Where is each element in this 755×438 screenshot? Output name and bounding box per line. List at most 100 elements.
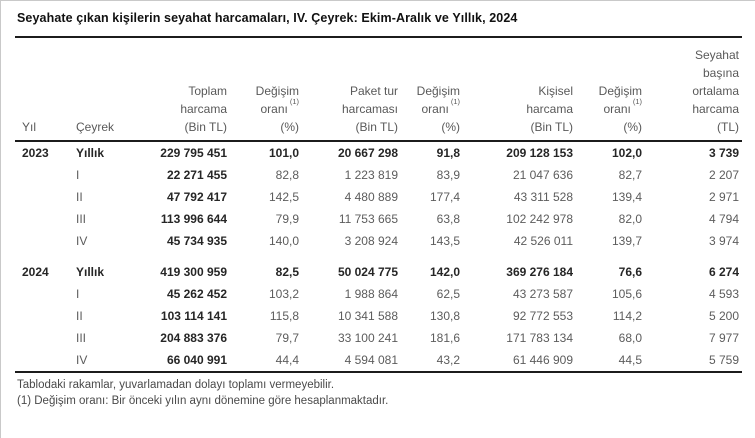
change-rate-cell: 103,2	[268, 287, 299, 301]
total-expenditure-cell: 47 792 417	[166, 190, 227, 204]
change-rate-cell: 181,6	[429, 331, 460, 345]
change-rate-cell: 130,8	[429, 309, 460, 323]
change-rate-cell: 82,0	[618, 212, 642, 226]
table-row: III 113 996 644 79,9 11 753 665 63,8 102…	[15, 208, 742, 230]
quarter-cell: I	[76, 168, 80, 182]
year-cell	[15, 186, 71, 208]
quarter-cell: I	[76, 287, 80, 301]
col-header-change-rate-2: Değişim oranı(1) (%)	[401, 37, 463, 142]
table-header: Yıl Çeyrek Toplam harcama (Bin TL) Değişim…	[15, 37, 742, 142]
quarter-cell: Yıllık	[76, 146, 105, 160]
total-expenditure-cell: 113 996 644	[160, 212, 227, 226]
total-expenditure-cell: 45 262 452	[166, 287, 227, 301]
year-cell	[15, 164, 71, 186]
change-rate-cell: 43,2	[401, 349, 463, 373]
avg-per-trip-cell: 6 274	[708, 265, 739, 279]
package-tour-cell: 1 223 819	[344, 168, 398, 182]
change-rate-cell: 115,8	[269, 309, 299, 323]
table-row: IV 66 040 991 44,4 4 594 081 43,2 61 446…	[15, 349, 742, 373]
quarter-cell: IV	[76, 234, 88, 248]
total-expenditure-cell: 22 271 455	[166, 168, 227, 182]
year-cell	[15, 208, 71, 230]
year-cell: 2024	[22, 265, 49, 279]
personal-expenditure-cell: 171 783 134	[506, 331, 573, 345]
travel-expenditure-table: Yıl Çeyrek Toplam harcama (Bin TL) Değişim…	[15, 36, 742, 373]
year-cell	[15, 327, 71, 349]
year-cell	[15, 349, 71, 373]
change-rate-cell: 142,5	[268, 190, 299, 204]
year-cell	[15, 230, 71, 252]
package-tour-cell: 1 988 864	[344, 287, 398, 301]
total-expenditure-cell: 66 040 991	[133, 349, 230, 373]
personal-expenditure-cell: 43 273 587	[512, 287, 573, 301]
package-tour-cell: 3 208 924	[344, 234, 398, 248]
personal-expenditure-cell: 61 446 909	[463, 349, 576, 373]
package-tour-cell: 20 667 298	[337, 146, 398, 160]
personal-expenditure-cell: 43 311 528	[513, 190, 573, 204]
quarter-cell: II	[76, 190, 83, 204]
avg-per-trip-cell: 2 207	[708, 168, 739, 182]
table-row: III 204 883 376 79,7 33 100 241 181,6 17…	[15, 327, 742, 349]
footnotes: Tablodaki rakamlar, yuvarlamadan dolayı …	[17, 378, 740, 409]
page-title: Seyahate çıkan kişilerin seyahat harcama…	[17, 11, 518, 25]
quarter-cell: Yıllık	[76, 265, 105, 279]
year-cell: 2023	[22, 146, 49, 160]
table-row: II 103 114 141 115,8 10 341 588 130,8 92…	[15, 305, 742, 327]
total-expenditure-cell: 45 734 935	[166, 234, 227, 248]
change-rate-cell: 139,4	[611, 190, 642, 204]
total-expenditure-cell: 204 883 376	[160, 331, 227, 345]
quarter-cell: II	[76, 309, 83, 323]
page: Seyahate çıkan kişilerin seyahat harcama…	[1, 11, 755, 409]
change-rate-cell: 142,0	[429, 265, 460, 279]
change-rate-cell: 91,8	[436, 146, 460, 160]
change-rate-cell: 83,9	[436, 168, 460, 182]
avg-per-trip-cell: 5 200	[708, 309, 739, 323]
col-header-change-rate-1: Değişim oranı(1) (%)	[230, 37, 302, 142]
change-rate-cell: 62,5	[436, 287, 460, 301]
total-expenditure-cell: 229 795 451	[160, 146, 227, 160]
change-rate-cell: 82,8	[275, 168, 299, 182]
col-header-year: Yıl	[15, 37, 71, 142]
change-rate-cell: 105,6	[611, 287, 642, 301]
total-expenditure-cell: 419 300 959	[160, 265, 227, 279]
package-tour-cell: 50 024 775	[337, 265, 398, 279]
avg-per-trip-cell: 2 971	[708, 190, 739, 204]
personal-expenditure-cell: 21 047 636	[512, 168, 573, 182]
col-header-change-rate-3: Değişim oranı(1) (%)	[576, 37, 645, 142]
table-row: IV 45 734 935 140,0 3 208 924 143,5 42 5…	[15, 230, 742, 252]
package-tour-cell: 10 341 588	[337, 309, 398, 323]
col-header-avg-per-trip: Seyahat başına ortalama harcama (TL)	[645, 37, 742, 142]
change-rate-cell: 102,0	[611, 146, 642, 160]
change-rate-cell: 63,8	[436, 212, 460, 226]
package-tour-cell: 4 594 081	[302, 349, 401, 373]
change-rate-cell: 44,5	[576, 349, 645, 373]
table-row: 2024 Yıllık 419 300 959 82,5 50 024 775 …	[15, 261, 742, 283]
table-body: 2023 Yıllık 229 795 451 101,0 20 667 298…	[15, 141, 742, 373]
total-expenditure-cell: 103 114 141	[160, 309, 227, 323]
avg-per-trip-cell: 4 794	[708, 212, 739, 226]
header-row: Yıl Çeyrek Toplam harcama (Bin TL) Değişim…	[15, 37, 742, 142]
table-row: II 47 792 417 142,5 4 480 889 177,4 43 3…	[15, 186, 742, 208]
table-row: I 22 271 455 82,8 1 223 819 83,9 21 047 …	[15, 164, 742, 186]
change-rate-cell: 177,4	[429, 190, 460, 204]
change-rate-cell: 79,9	[275, 212, 299, 226]
year-cell	[15, 305, 71, 327]
change-rate-cell: 79,7	[275, 331, 299, 345]
package-tour-cell: 11 753 665	[338, 212, 398, 226]
personal-expenditure-cell: 92 772 553	[512, 309, 573, 323]
quarter-cell: IV	[71, 349, 133, 373]
change-rate-cell: 44,4	[230, 349, 302, 373]
package-tour-cell: 4 480 889	[344, 190, 398, 204]
change-rate-cell: 139,7	[611, 234, 642, 248]
change-rate-cell: 101,0	[268, 146, 299, 160]
group-spacer	[15, 252, 742, 261]
avg-per-trip-cell: 3 974	[708, 234, 739, 248]
col-header-quarter: Çeyrek	[71, 37, 133, 142]
avg-per-trip-cell: 4 593	[708, 287, 739, 301]
quarter-cell: III	[76, 212, 87, 226]
personal-expenditure-cell: 102 242 978	[506, 212, 573, 226]
package-tour-cell: 33 100 241	[337, 331, 398, 345]
footnote-rounding: Tablodaki rakamlar, yuvarlamadan dolayı …	[17, 379, 335, 391]
change-rate-cell: 143,5	[429, 234, 460, 248]
avg-per-trip-cell: 3 739	[708, 146, 739, 160]
